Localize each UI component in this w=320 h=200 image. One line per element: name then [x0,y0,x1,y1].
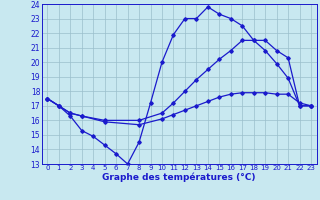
X-axis label: Graphe des températures (°C): Graphe des températures (°C) [102,173,256,182]
